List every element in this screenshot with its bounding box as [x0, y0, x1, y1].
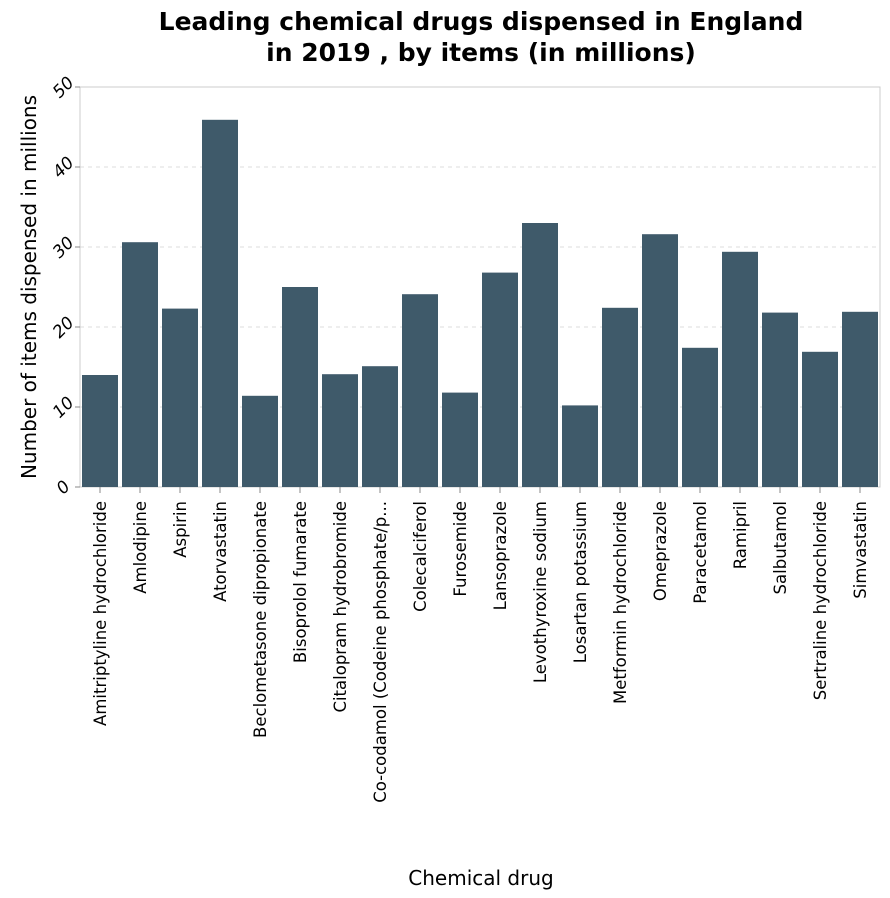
bar-3 [202, 119, 238, 488]
bar-17 [762, 312, 798, 487]
x-tick-label-5: Bisoprolol fumarate [291, 501, 310, 663]
plot-frame [79, 86, 881, 488]
x-tick-label-3: Atorvastatin [211, 501, 230, 602]
x-tick-label-8: Colecalciferol [411, 501, 430, 612]
x-tick-label-19: Simvastatin [851, 501, 870, 599]
bar-15 [682, 347, 718, 487]
x-tick-label-16: Ramipril [731, 501, 750, 569]
x-tick-label-2: Aspirin [171, 501, 190, 558]
bar-6 [322, 374, 358, 487]
bar-14 [642, 234, 678, 487]
x-tick-label-15: Paracetamol [691, 501, 710, 604]
bar-7 [362, 366, 398, 487]
bar-1 [122, 242, 158, 487]
bar-4 [242, 395, 278, 487]
x-tick-label-6: Citalopram hydrobromide [331, 501, 350, 713]
bar-13 [602, 307, 638, 487]
x-axis-title: Chemical drug [408, 866, 553, 890]
x-tick-label-11: Levothyroxine sodium [531, 501, 550, 683]
x-tick-label-18: Sertraline hydrochloride [811, 501, 830, 700]
x-tick-label-17: Salbutamol [771, 501, 790, 594]
x-tick-label-4: Beclometasone dipropionate [251, 501, 270, 738]
chart-title-line-1: Leading chemical drugs dispensed in Engl… [159, 7, 804, 36]
y-tick-label-50: 50 [49, 73, 78, 102]
bar-9 [442, 392, 478, 487]
bars [82, 119, 878, 488]
x-tick-label-9: Furosemide [451, 501, 470, 597]
bar-12 [562, 405, 598, 487]
y-axis-title: Number of items dispensed in millions [17, 95, 41, 479]
bar-11 [522, 223, 558, 487]
bar-8 [402, 294, 438, 487]
gridlines [80, 166, 880, 408]
y-tick-label-20: 20 [49, 313, 78, 342]
x-tick-label-1: Amlodipine [131, 501, 150, 594]
bar-16 [722, 251, 758, 487]
bar-18 [802, 351, 838, 487]
bar-2 [162, 308, 198, 487]
y-tick-label-10: 10 [49, 393, 78, 422]
bar-19 [842, 311, 878, 487]
x-tick-label-0: Amitriptyline hydrochloride [91, 501, 110, 726]
y-tick-label-40: 40 [49, 153, 78, 182]
x-tick-label-7: Co-codamol (Codeine phosphate/p... [371, 501, 390, 803]
x-tick-label-14: Omeprazole [651, 501, 670, 601]
chart-title-line-2: in 2019 , by items (in millions) [266, 38, 696, 67]
x-tick-label-13: Metformin hydrochloride [611, 501, 630, 704]
y-tick-label-0: 0 [53, 477, 75, 499]
y-tick-label-30: 30 [49, 233, 78, 262]
bar-5 [282, 287, 318, 487]
x-tick-label-10: Lansoprazole [491, 501, 510, 610]
x-tick-label-12: Losartan potassium [571, 501, 590, 663]
bar-0 [82, 375, 118, 487]
bar-10 [482, 272, 518, 487]
y-axis: 0 10 20 30 40 50 [49, 73, 80, 499]
x-axis: Amitriptyline hydrochloride Amlodipine Asp… [91, 487, 870, 803]
